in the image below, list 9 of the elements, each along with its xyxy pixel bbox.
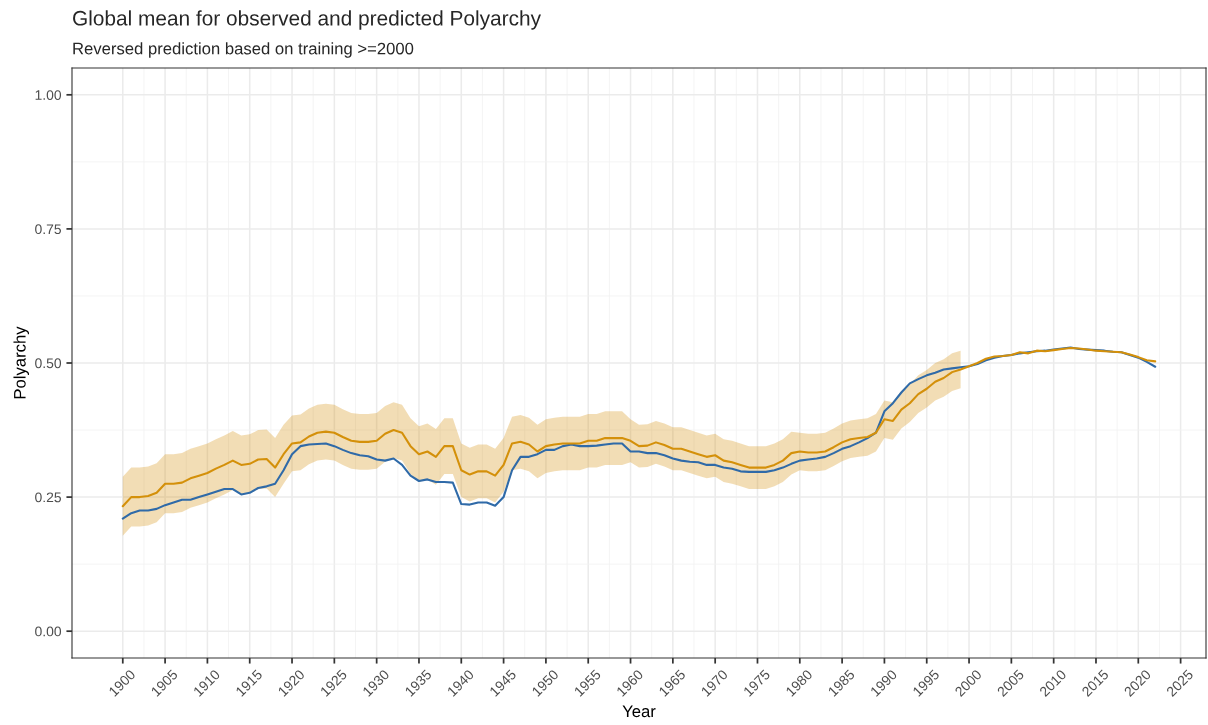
y-tick-label: 0.25 xyxy=(35,492,61,503)
y-axis-title: Polyarchy xyxy=(13,326,29,399)
chart-subtitle: Reversed prediction based on training >=2000 xyxy=(73,42,414,58)
y-tick-label: 0.75 xyxy=(35,224,61,235)
x-axis-title: Year xyxy=(622,705,656,718)
y-tick-label: 0.50 xyxy=(35,358,62,369)
y-tick-label: 0.00 xyxy=(35,626,62,637)
y-tick-label: 1.00 xyxy=(35,90,62,100)
chart-title: Global mean for observed and predicted Polyarchy xyxy=(73,10,541,30)
